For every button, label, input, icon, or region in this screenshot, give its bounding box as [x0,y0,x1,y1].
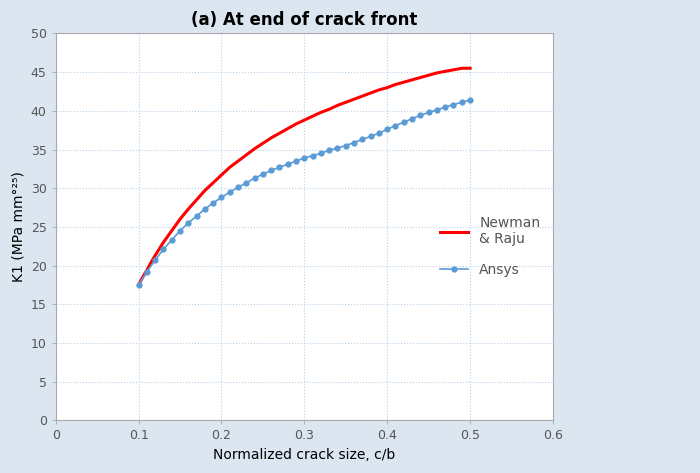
Newman
& Raju [441,69,449,74]
Ansys [259,171,267,177]
Newman
& Raju [366,90,375,96]
Newman
& Raju [147,260,155,265]
Ansys [184,220,192,226]
Newman
& Raju [424,72,433,78]
Newman
& Raju [234,158,242,164]
Ansys [234,184,242,190]
Newman
& Raju [139,274,147,280]
Ansys [267,167,275,173]
Ansys [383,127,391,132]
Ansys [159,246,167,252]
Newman
& Raju [466,65,475,71]
Title: (a) At end of crack front: (a) At end of crack front [191,11,417,29]
Ansys [449,102,458,107]
Newman
& Raju [333,103,342,108]
Newman
& Raju [316,110,325,115]
Newman
& Raju [143,267,151,273]
Ansys [176,228,184,234]
Newman
& Raju [300,117,309,123]
Newman
& Raju [374,87,383,93]
Ansys [391,123,400,128]
Ansys [167,237,176,243]
Ansys [143,269,151,275]
Y-axis label: K1 (MPa mm°²⁵): K1 (MPa mm°²⁵) [11,171,25,282]
Newman
& Raju [242,152,251,158]
Ansys [201,206,209,212]
Newman
& Raju [267,135,275,141]
Ansys [151,257,160,263]
Ansys [242,180,251,185]
Newman
& Raju [201,188,209,193]
Newman
& Raju [350,96,358,102]
Ansys [408,116,416,122]
Ansys [251,175,259,181]
Newman
& Raju [176,216,184,222]
Ansys [424,110,433,115]
Newman
& Raju [383,85,391,90]
Line: Newman
& Raju: Newman & Raju [139,68,470,285]
Ansys [342,143,350,149]
Newman
& Raju [416,75,424,80]
Newman
& Raju [134,282,143,288]
Ansys [466,97,475,103]
Ansys [366,133,375,139]
Ansys [441,104,449,110]
Ansys [416,113,424,118]
Ansys [458,99,466,105]
Newman
& Raju [167,228,176,234]
Ansys [433,107,441,113]
Newman
& Raju [184,206,192,212]
Ansys [134,282,143,288]
Line: Ansys: Ansys [136,97,473,287]
Ansys [193,213,201,219]
Newman
& Raju [151,253,160,258]
Ansys [209,200,218,206]
Newman
& Raju [193,197,201,202]
Newman
& Raju [408,77,416,83]
Newman
& Raju [259,140,267,146]
Newman
& Raju [209,180,218,185]
Newman
& Raju [400,79,408,85]
Ansys [275,165,284,170]
Ansys [325,148,333,153]
Ansys [292,158,300,164]
Ansys [374,131,383,136]
Newman
& Raju [433,70,441,76]
Ansys [316,150,325,156]
X-axis label: Normalized crack size, c/b: Normalized crack size, c/b [214,448,396,462]
Newman
& Raju [449,67,458,73]
Ansys [284,161,292,167]
Ansys [225,189,234,195]
Ansys [400,120,408,125]
Newman
& Raju [458,65,466,71]
Ansys [350,140,358,145]
Newman
& Raju [358,93,367,99]
Newman
& Raju [325,106,333,112]
Legend: Newman
& Raju, Ansys: Newman & Raju, Ansys [435,210,546,282]
Newman
& Raju [391,82,400,88]
Ansys [217,194,225,200]
Newman
& Raju [342,99,350,105]
Newman
& Raju [225,165,234,170]
Newman
& Raju [159,239,167,245]
Ansys [300,155,309,161]
Ansys [309,153,317,158]
Ansys [358,137,367,142]
Newman
& Raju [284,126,292,131]
Ansys [333,145,342,151]
Newman
& Raju [275,131,284,136]
Newman
& Raju [292,121,300,127]
Newman
& Raju [251,146,259,151]
Newman
& Raju [217,172,225,178]
Newman
& Raju [309,114,317,119]
